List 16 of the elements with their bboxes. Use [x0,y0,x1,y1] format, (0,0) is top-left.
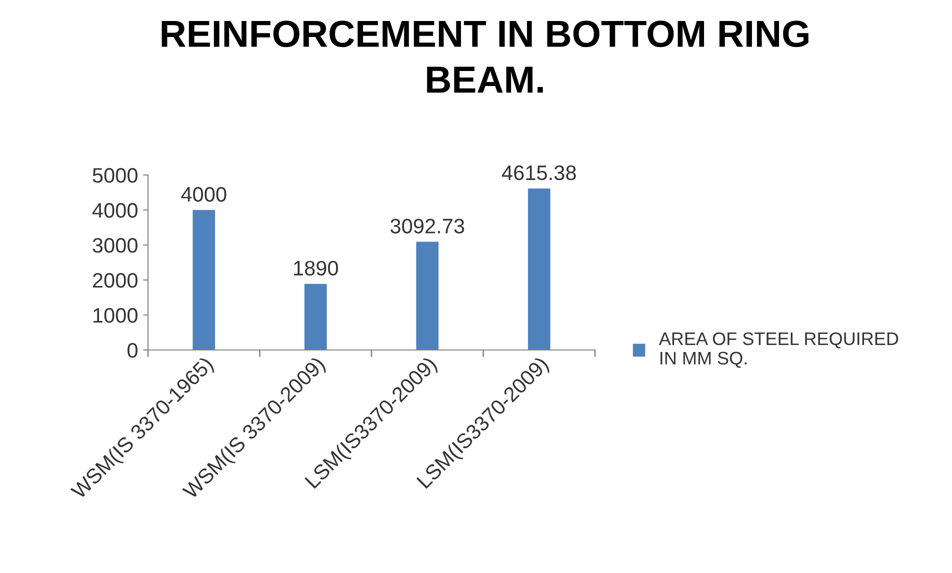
y-tick-label: 3000 [92,238,138,253]
data-label: 3092.73 [390,218,464,234]
data-label: 4000 [181,186,226,202]
y-tick-label: 5000 [92,168,138,183]
y-tick-label: 2000 [92,273,138,288]
bar [416,242,439,350]
data-label: 1890 [294,260,338,276]
y-tick-label: 1000 [94,308,138,323]
bar [304,284,327,350]
bar [528,188,550,350]
legend-label: AREA OF STEEL REQUIRED IN MM SQ. [658,332,898,368]
y-tick-label: 4000 [92,203,138,218]
chart-title: REINFORCEMENT IN BOTTOM RING BEAM. [162,20,808,93]
y-tick-label: 0 [128,343,138,358]
data-label: 4615.38 [502,165,576,180]
bar [192,210,216,350]
